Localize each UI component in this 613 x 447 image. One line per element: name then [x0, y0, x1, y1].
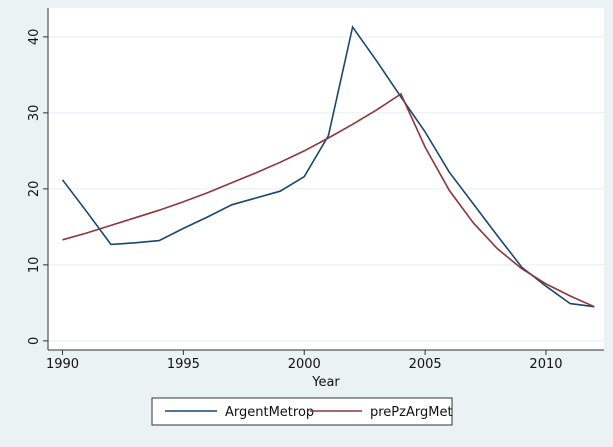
y-tick-label: 40	[27, 29, 42, 46]
y-tick-label: 10	[27, 257, 42, 274]
x-tick-label: 1995	[167, 357, 200, 372]
legend-label: ArgentMetrop	[225, 405, 314, 420]
line	[62, 92, 595, 308]
plot-area	[48, 8, 604, 350]
x-tick-label: 2010	[529, 357, 562, 372]
x-tick-label: 1990	[46, 357, 79, 372]
y-tick-label: 30	[27, 105, 42, 122]
line	[61, 25, 595, 308]
y-tick-label: 0	[27, 337, 42, 345]
y-tick-label: 20	[27, 181, 42, 198]
x-tick-label: 2000	[288, 357, 321, 372]
legend-label: prePzArgMet	[370, 405, 453, 420]
x-axis-label: Year	[311, 375, 340, 390]
x-tick-label: 2005	[409, 357, 442, 372]
